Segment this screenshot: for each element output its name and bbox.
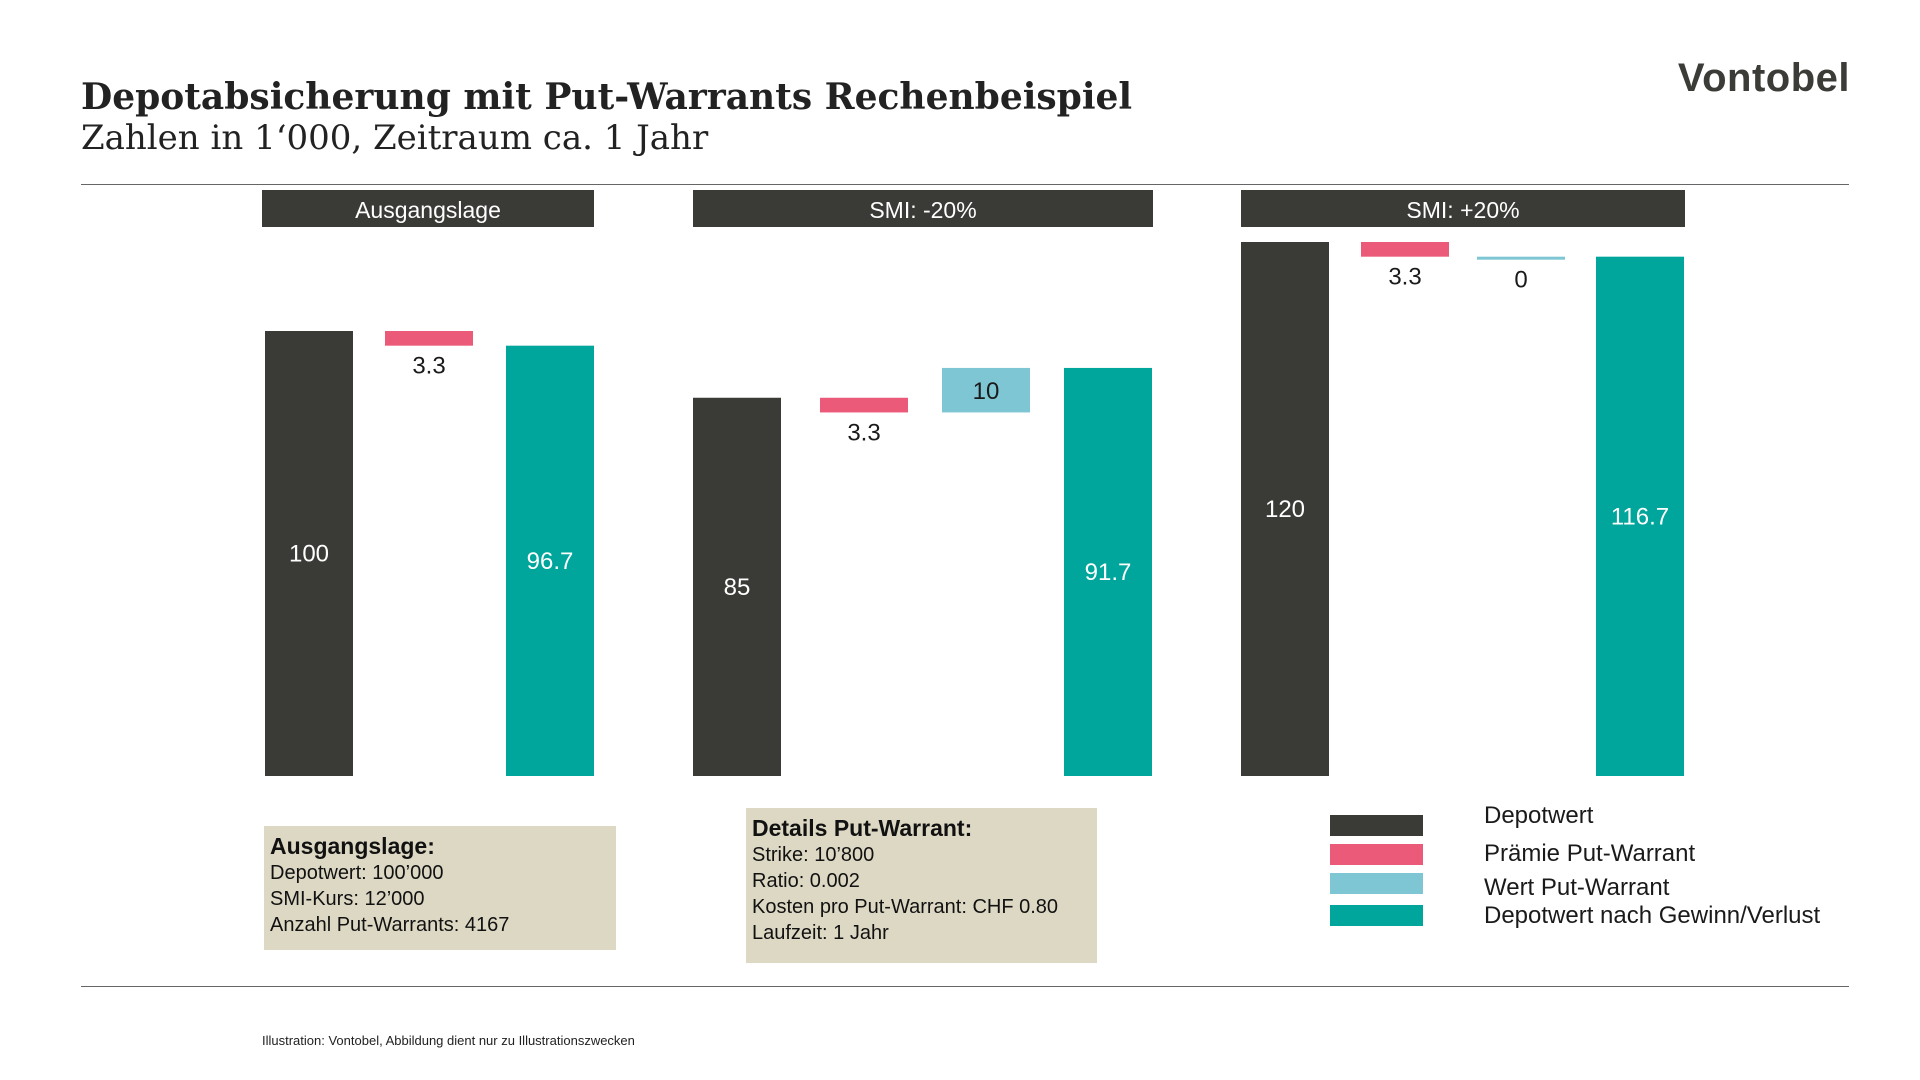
vontobel-logo: Vontobel: [1677, 56, 1850, 100]
bar-data-label: 120: [1265, 496, 1305, 523]
panel-header-title: SMI: -20%: [869, 197, 976, 223]
bar-data-label: 100: [289, 541, 329, 568]
legend-swatch: [1330, 873, 1423, 894]
bar-prämie-put-warrant: [385, 331, 473, 346]
info-line: Kosten pro Put-Warrant: CHF 0.80: [752, 896, 1059, 918]
waterfall-chart: Ausgangslage 100 3.3 96.7 SMI: -20% 85 3.3 10 91…: [262, 190, 1685, 776]
bar-data-label: 91.7: [1085, 559, 1132, 586]
info-line: Ratio: 0.002: [752, 870, 860, 892]
panel-header-bar: [693, 190, 1153, 227]
bar-wert-put-warrant: [942, 367, 1030, 413]
bar-data-label: 96.7: [527, 548, 574, 575]
legend-item-praemie: Prämie Put-Warrant: [1330, 838, 1920, 868]
legend-swatch: [1330, 844, 1423, 865]
info-line: Strike: 10’800: [752, 844, 875, 866]
bar-data-label: 3.3: [1388, 264, 1421, 291]
bar-depotwert-nach-gewinn-verlust: [1064, 367, 1152, 776]
panel-header-bar: [262, 190, 594, 227]
legend-label: Wert Put-Warrant: [1484, 874, 1670, 901]
bar-data-label: 3.3: [412, 353, 445, 380]
info-line: Laufzeit: 1 Jahr: [752, 922, 889, 944]
legend-swatch: [1330, 905, 1423, 926]
bar-depotwert-nach-gewinn-verlust: [1596, 256, 1684, 776]
source-note: Illustration: Vontobel, Abbildung dient …: [262, 1033, 635, 1048]
bar-depotwert: [1241, 242, 1329, 776]
bar-wert-put-warrant: [1477, 256, 1565, 260]
top-divider: [81, 184, 1849, 185]
legend-label: Depotwert: [1484, 802, 1594, 829]
bar-depotwert: [693, 397, 781, 776]
legend-item-wert-put: Wert Put-Warrant: [1330, 872, 1920, 902]
bar-depotwert-nach-gewinn-verlust: [506, 345, 594, 776]
info-box-details-put-warrant: Details Put-Warrant: Strike: 10’800 Rati…: [746, 808, 1097, 963]
info-line: SMI-Kurs: 12’000: [270, 888, 425, 910]
legend-item-depotwert: Depotwert: [1330, 802, 1920, 836]
info-box-ausgangslage: Ausgangslage: Depotwert: 100’000 SMI-Kur…: [264, 826, 616, 950]
legend-item-depotwert-nach: Depotwert nach Gewinn/Verlust: [1330, 902, 1920, 936]
info-box-heading: Details Put-Warrant:: [752, 815, 973, 841]
legend-label: Depotwert nach Gewinn/Verlust: [1484, 902, 1821, 929]
panel-header-bar: [1241, 190, 1685, 227]
bar-prämie-put-warrant: [1361, 242, 1449, 257]
bottom-divider: [81, 986, 1849, 987]
bar-data-label: 10: [973, 378, 1000, 405]
panel-header-title: SMI: +20%: [1406, 197, 1519, 223]
bar-data-label: 3.3: [847, 419, 880, 446]
info-line: Anzahl Put-Warrants: 4167: [270, 914, 510, 936]
info-box-heading: Ausgangslage:: [270, 833, 435, 859]
legend-swatch: [1330, 815, 1423, 836]
bar-data-label: 0: [1514, 267, 1527, 294]
bar-data-label: 85: [724, 574, 751, 601]
legend-label: Prämie Put-Warrant: [1484, 840, 1696, 867]
bar-data-label: 116.7: [1611, 503, 1669, 530]
bar-prämie-put-warrant: [820, 397, 908, 413]
panel-header-title: Ausgangslage: [355, 197, 501, 223]
page-subtitle: Zahlen in 1‘000, Zeitraum ca. 1 Jahr: [81, 118, 709, 158]
bar-depotwert: [265, 331, 353, 776]
info-line: Depotwert: 100’000: [270, 862, 444, 884]
page-title: Depotabsicherung mit Put-Warrants Rechen…: [81, 76, 1133, 118]
